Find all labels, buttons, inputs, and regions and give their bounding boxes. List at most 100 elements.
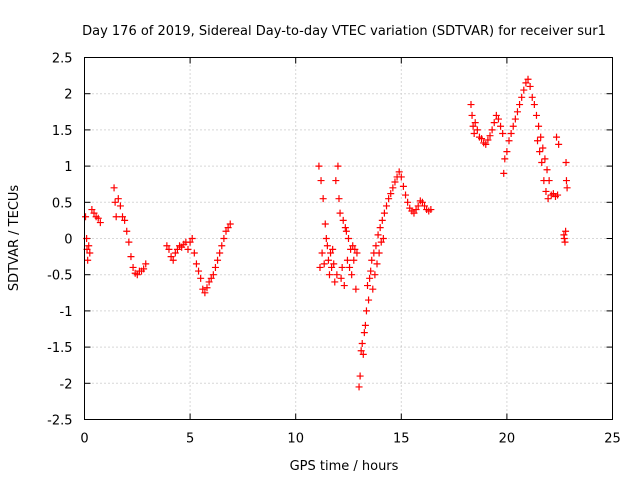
y-tick-label: 0 — [64, 233, 72, 248]
x-tick-label: 20 — [499, 432, 516, 447]
data-point — [361, 321, 369, 329]
data-point — [378, 216, 386, 224]
data-point — [323, 242, 331, 250]
data-point — [332, 177, 340, 185]
data-point — [201, 289, 209, 297]
data-point — [333, 271, 341, 279]
data-point — [365, 296, 373, 304]
data-point — [471, 119, 479, 127]
data-point — [355, 383, 363, 391]
data-point — [111, 198, 119, 206]
data-point — [218, 242, 226, 250]
data-point — [184, 245, 192, 253]
data-point — [171, 249, 179, 257]
data-point — [553, 133, 561, 141]
data-point — [349, 242, 357, 250]
data-point — [507, 130, 515, 138]
data-point — [85, 242, 93, 250]
data-point — [375, 249, 383, 257]
data-point — [402, 191, 410, 199]
data-point — [385, 195, 393, 203]
y-tick-label: -1.5 — [47, 341, 72, 356]
data-point — [119, 213, 127, 221]
data-point — [560, 235, 568, 242]
data-point — [351, 245, 359, 253]
data-point — [358, 339, 366, 347]
data-point — [364, 282, 372, 290]
data-point — [555, 140, 563, 148]
data-point — [320, 260, 328, 268]
data-point — [562, 227, 570, 235]
data-point — [377, 238, 385, 246]
data-point — [167, 253, 175, 261]
data-point — [353, 249, 361, 257]
data-point — [478, 135, 486, 143]
data-point — [165, 245, 173, 253]
data-point — [127, 253, 135, 261]
data-point — [322, 235, 330, 242]
data-point — [538, 158, 546, 166]
data-point — [383, 202, 391, 210]
data-point — [209, 271, 217, 279]
data-point — [114, 195, 122, 203]
data-point — [340, 282, 348, 290]
x-tick-label: 25 — [604, 432, 621, 447]
data-point — [142, 260, 150, 268]
x-tick-label: 10 — [287, 432, 304, 447]
data-point — [123, 227, 131, 235]
data-point — [494, 115, 502, 123]
data-point — [205, 278, 213, 286]
data-point — [318, 249, 326, 257]
data-point — [88, 206, 96, 214]
data-point — [129, 263, 137, 271]
data-point — [112, 213, 120, 221]
data-point — [195, 267, 203, 275]
data-point — [169, 256, 177, 264]
data-point — [412, 206, 420, 214]
data-point — [133, 271, 141, 279]
tick-label-layer: 0 5 10 15 20 25 -2.5 -2 -1.5 -1 -0.5 0 0.5 1 1.5 2 2.5 — [47, 52, 621, 447]
data-point — [360, 329, 368, 337]
data-point — [468, 111, 476, 119]
data-point — [125, 238, 133, 246]
data-point — [82, 213, 90, 221]
y-tick-label: 1.5 — [52, 124, 73, 139]
data-point — [216, 249, 224, 257]
data-point — [522, 79, 530, 87]
data-point — [469, 122, 477, 130]
data-point — [345, 235, 352, 242]
data-point — [373, 260, 381, 268]
data-point — [535, 122, 543, 130]
data-point — [214, 256, 222, 264]
data-point — [324, 256, 332, 264]
data-point — [537, 133, 545, 141]
data-point — [335, 195, 343, 203]
data-point — [199, 285, 207, 293]
data-point — [500, 169, 508, 177]
data-point — [376, 224, 384, 232]
grid-layer — [84, 57, 613, 420]
data-point — [561, 238, 569, 246]
data-point — [379, 235, 387, 242]
data-point — [84, 256, 92, 264]
data-point — [346, 263, 354, 271]
data-point — [380, 209, 388, 217]
data-point — [86, 249, 94, 257]
y-tick-label: 0.5 — [52, 196, 73, 211]
data-point — [348, 271, 356, 279]
data-point — [368, 256, 376, 264]
data-point — [337, 274, 345, 282]
data-point — [490, 119, 498, 127]
data-point — [317, 177, 325, 185]
x-axis-label: GPS time / hours — [290, 459, 399, 474]
data-point — [341, 224, 349, 232]
data-point — [526, 82, 534, 90]
data-point — [207, 274, 215, 282]
data-point — [163, 242, 171, 250]
data-point — [563, 184, 571, 192]
data-point — [372, 242, 380, 250]
data-point — [399, 182, 407, 190]
data-point — [330, 260, 338, 268]
data-point — [116, 202, 124, 210]
data-point — [331, 278, 339, 286]
